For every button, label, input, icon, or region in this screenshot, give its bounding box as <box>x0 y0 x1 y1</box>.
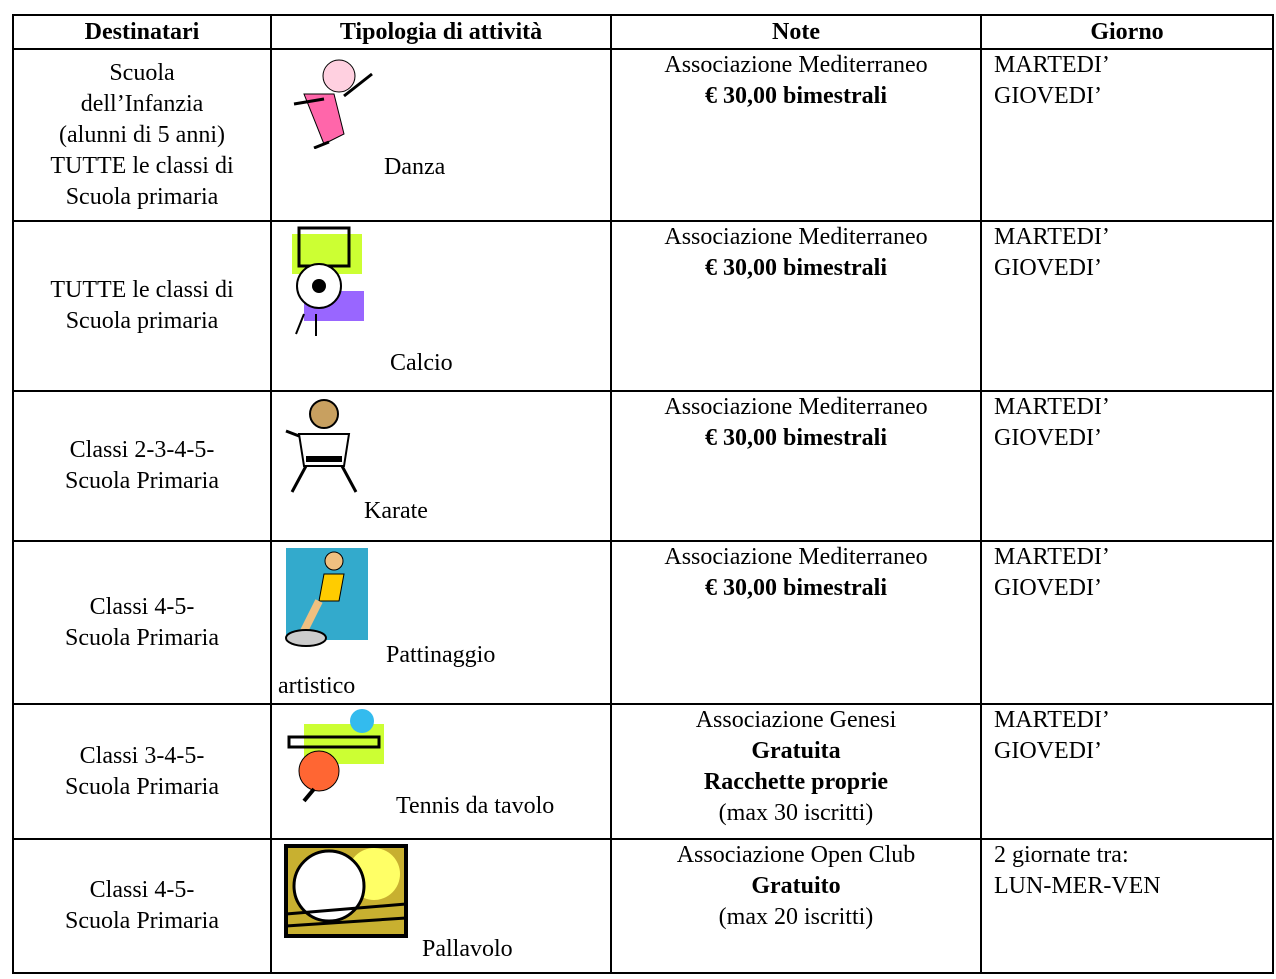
activity-icon <box>284 709 394 813</box>
table-row: Classi 3-4-5- Scuola Primaria Tennis da ta… <box>12 703 1274 840</box>
note-terms: Racchette proprie <box>703 769 889 795</box>
days-line: GIOVEDI’ <box>994 425 1102 451</box>
table-row: Classi 4-5- Scuola Primaria Pallavolo Assoc… <box>12 838 1274 974</box>
days-cell: MARTEDI’ GIOVEDI’ <box>980 48 1274 222</box>
recipients-cell: Scuola dell’Infanzia (alunni di 5 anni) TUT… <box>12 48 272 222</box>
activity-icon <box>284 396 364 505</box>
recipients-line: Scuola primaria <box>65 308 219 334</box>
recipients-cell: Classi 4-5- Scuola Primaria <box>12 838 272 974</box>
note-cell: Associazione Genesi Gratuita Racchette pro… <box>610 703 982 840</box>
activity-label: Calcio <box>390 348 453 379</box>
activity-line: Tennis da tavolo <box>396 793 555 819</box>
days-line: GIOVEDI’ <box>994 255 1102 281</box>
column-header: Tipologia di attività <box>270 14 612 50</box>
activity-label: Tennis da tavolo <box>396 791 554 822</box>
recipients-cell: TUTTE le classi di Scuola primaria <box>12 220 272 392</box>
note-terms: € 30,00 bimestrali <box>705 425 887 451</box>
note-cell: Associazione Mediterraneo € 30,00 bimestr… <box>610 220 982 392</box>
recipients-line: Classi 2-3-4-5- <box>69 437 215 463</box>
days-cell: 2 giornate tra: LUN-MER-VEN <box>980 838 1274 974</box>
activities-table: Destinatari Tipologia di attività Note Gior… <box>12 14 1274 974</box>
activity-label: Pattinaggio artistico <box>278 640 495 702</box>
note-limit: (max 20 iscritti) <box>718 904 874 930</box>
note-cell: Associazione Mediterraneo € 30,00 bimestr… <box>610 48 982 222</box>
days-line: 2 giornate tra: <box>994 842 1129 868</box>
note-terms: Gratuita <box>751 738 841 764</box>
days-line: GIOVEDI’ <box>994 738 1102 764</box>
activity-line: Pallavolo <box>422 936 513 962</box>
activity-icon <box>284 226 374 345</box>
column-header: Giorno <box>980 14 1274 50</box>
activity-line: Karate <box>364 498 428 524</box>
note-terms: € 30,00 bimestrali <box>705 83 887 109</box>
activity-cell: Calcio <box>270 220 612 392</box>
note-limit: (max 30 iscritti) <box>718 800 874 826</box>
recipients-line: Classi 4-5- <box>89 877 195 903</box>
recipients-cell: Classi 3-4-5- Scuola Primaria <box>12 703 272 840</box>
note-org: Associazione Genesi <box>695 707 897 733</box>
days-line: MARTEDI’ <box>994 394 1110 420</box>
activity-cell: Pallavolo <box>270 838 612 974</box>
column-header: Destinatari <box>12 14 272 50</box>
recipients-line: Classi 3-4-5- <box>79 742 205 769</box>
days-cell: MARTEDI’ GIOVEDI’ <box>980 220 1274 392</box>
days-cell: MARTEDI’ GIOVEDI’ <box>980 703 1274 840</box>
activity-icon <box>284 844 409 948</box>
activity-cell: Tennis da tavolo <box>270 703 612 840</box>
recipients-line: Scuola Primaria <box>65 468 219 494</box>
days-line: MARTEDI’ <box>994 707 1110 733</box>
header-row: Destinatari Tipologia di attività Note Gior… <box>12 14 1274 50</box>
note-org: Associazione Mediterraneo <box>664 544 928 570</box>
days-line: MARTEDI’ <box>994 224 1110 250</box>
table-row: Classi 2-3-4-5- Scuola Primaria Karate Asso… <box>12 390 1274 542</box>
days-line: LUN-MER-VEN <box>994 873 1161 899</box>
recipients-line: dell’Infanzia <box>80 90 204 117</box>
activity-line: Calcio <box>390 350 453 376</box>
table-row: TUTTE le classi di Scuola primaria Calcio A… <box>12 220 1274 392</box>
recipients-line: Scuola Primaria <box>65 908 219 934</box>
activity-line: Danza <box>384 154 446 180</box>
activity-cell: Pattinaggio artistico <box>270 540 612 705</box>
recipients-line: Classi 4-5- <box>89 593 195 620</box>
recipients-line: Scuola Primaria <box>65 773 219 800</box>
days-cell: MARTEDI’ GIOVEDI’ <box>980 540 1274 705</box>
activity-label: Karate <box>364 496 428 527</box>
recipients-line: TUTTE le classi di <box>50 277 234 303</box>
activity-icon <box>284 546 374 660</box>
recipients-line: Scuola <box>109 59 175 86</box>
activity-line: Pattinaggio <box>386 642 496 668</box>
note-org: Associazione Mediterraneo <box>664 394 928 420</box>
table-row: Classi 4-5- Scuola Primaria Pattinaggio art… <box>12 540 1274 705</box>
note-org: Associazione Open Club <box>676 842 916 868</box>
note-terms: € 30,00 bimestrali <box>705 575 887 601</box>
days-line: MARTEDI’ <box>994 52 1110 78</box>
note-org: Associazione Mediterraneo <box>664 52 928 78</box>
recipients-line: Scuola Primaria <box>65 624 219 651</box>
recipients-line: Scuola primaria <box>65 183 219 210</box>
recipients-cell: Classi 2-3-4-5- Scuola Primaria <box>12 390 272 542</box>
note-cell: Associazione Mediterraneo € 30,00 bimestr… <box>610 390 982 542</box>
note-terms: Gratuito <box>751 873 841 899</box>
note-cell: Associazione Open Club Gratuito (max 20 is… <box>610 838 982 974</box>
note-cell: Associazione Mediterraneo € 30,00 bimestr… <box>610 540 982 705</box>
days-cell: MARTEDI’ GIOVEDI’ <box>980 390 1274 542</box>
activity-label: Pallavolo <box>422 934 513 965</box>
activity-icon <box>284 54 374 158</box>
table-row: Scuola dell’Infanzia (alunni di 5 anni) TUT… <box>12 48 1274 222</box>
days-line: GIOVEDI’ <box>994 83 1102 109</box>
days-line: GIOVEDI’ <box>994 575 1102 601</box>
recipients-line: (alunni di 5 anni) <box>59 121 225 148</box>
activity-line: artistico <box>278 673 356 699</box>
activity-cell: Danza <box>270 48 612 222</box>
days-line: MARTEDI’ <box>994 544 1110 570</box>
column-header: Note <box>610 14 982 50</box>
note-terms: € 30,00 bimestrali <box>705 255 887 281</box>
note-org: Associazione Mediterraneo <box>664 224 928 250</box>
activity-cell: Karate <box>270 390 612 542</box>
recipients-line: TUTTE le classi di <box>50 152 234 179</box>
activity-label: Danza <box>384 152 445 183</box>
recipients-cell: Classi 4-5- Scuola Primaria <box>12 540 272 705</box>
